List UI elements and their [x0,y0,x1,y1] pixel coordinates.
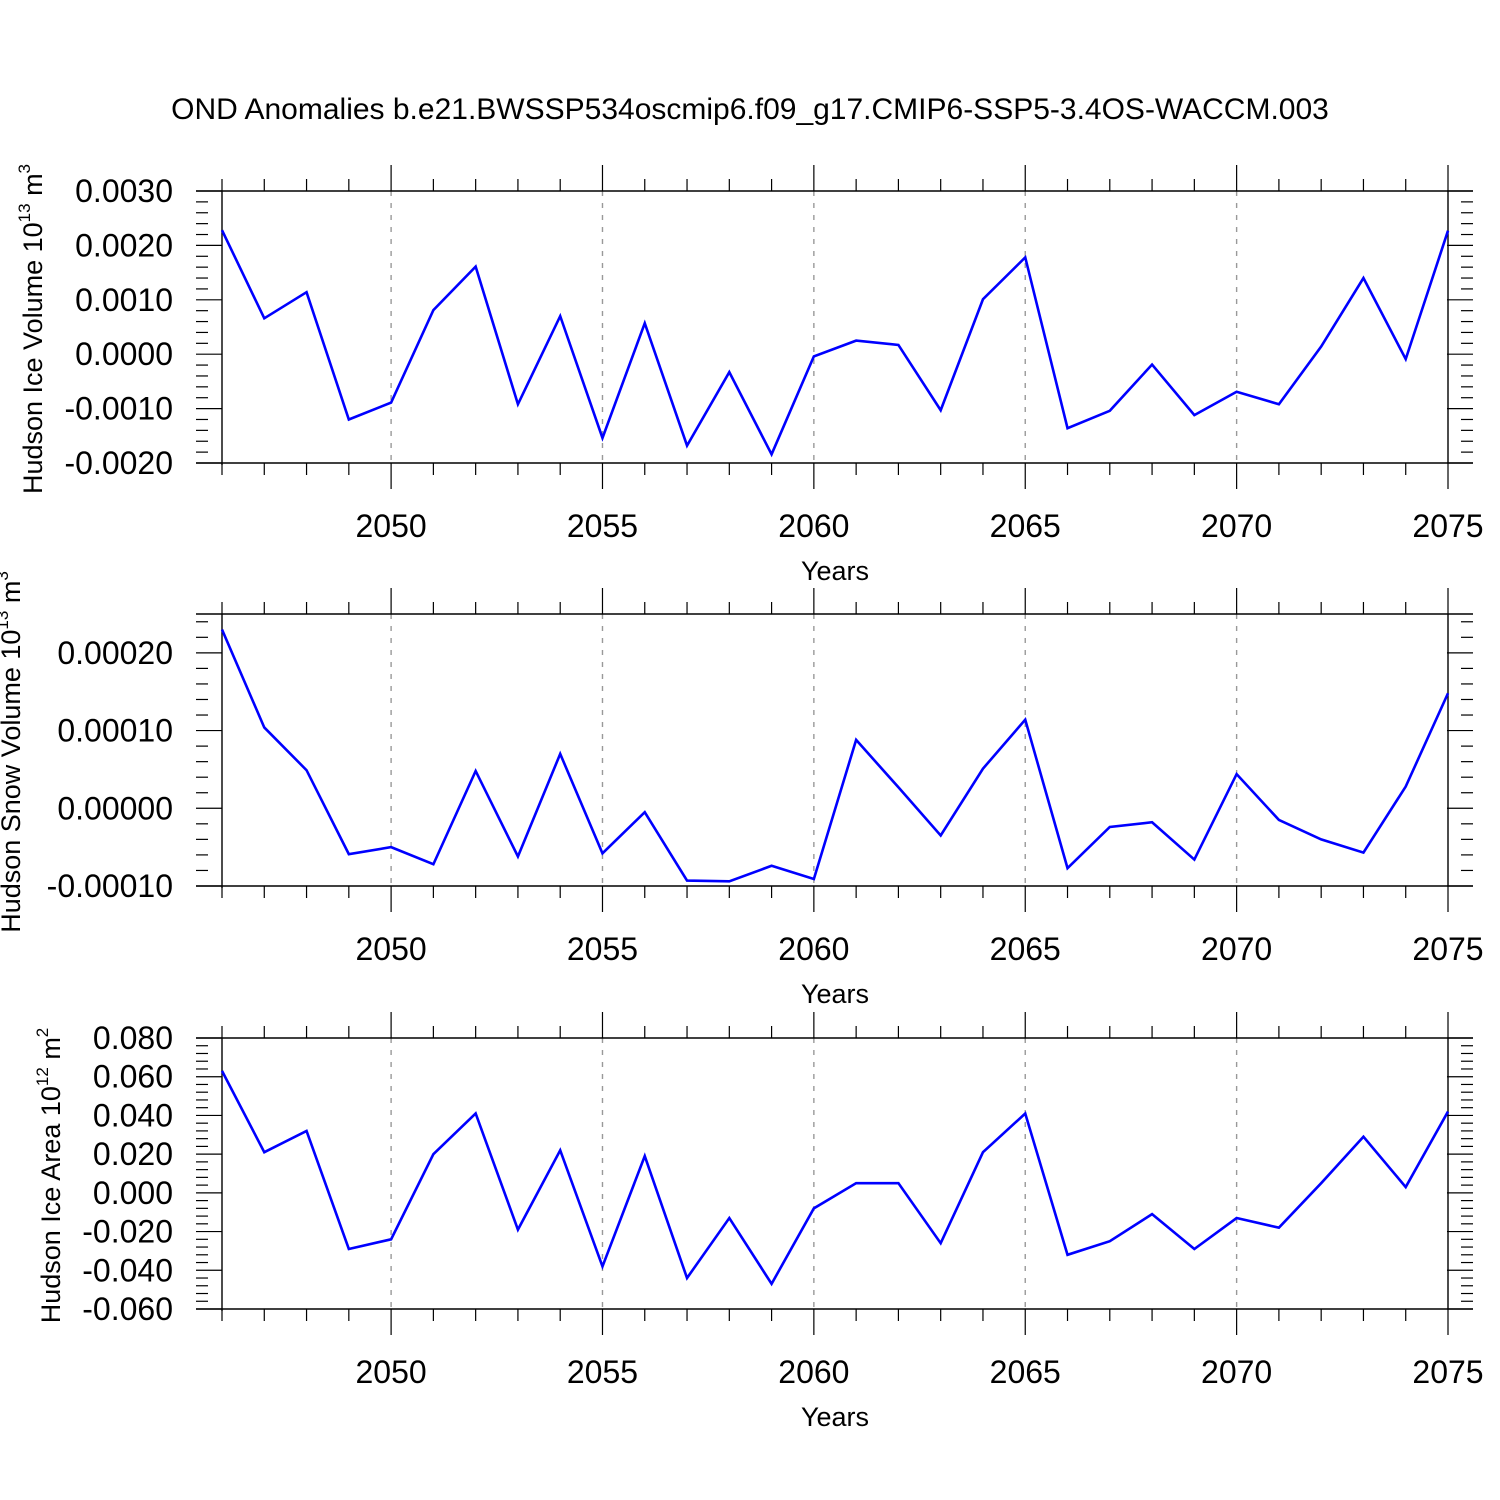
y-axis-label-unit-exponent: 3 [0,571,12,580]
y-axis-label-unit-exponent: 2 [33,1028,52,1037]
y-tick-label: 0.00010 [57,713,173,749]
x-tick-label: 2065 [990,1354,1061,1390]
x-tick-label: 2060 [778,508,849,544]
y-tick-label: -0.060 [82,1291,173,1327]
y-axis-label-unit: m [18,173,48,203]
x-tick-label: 2070 [1201,931,1272,967]
y-tick-label: 0.00020 [57,635,173,671]
x-axis-label: Years [801,1402,869,1432]
series-line [220,229,1450,458]
y-tick-label: 0.0020 [75,227,173,263]
y-tick-label: 0.040 [93,1097,173,1133]
x-tick-label: 2055 [567,508,638,544]
y-tick-label: -0.020 [82,1214,173,1250]
y-axis-label-main: Hudson Ice Area 10 [36,1086,66,1323]
y-tick-label: -0.00010 [47,868,173,904]
panel-2: 2050 2055 2060 2065 2070 2075 -0.00010 0.00000 0… [0,571,1484,1009]
x-tick-label: 2055 [567,1354,638,1390]
y-axis-label: Hudson Ice Area 1012 m2 [33,1028,66,1324]
y-tick-label: 0.080 [93,1020,173,1056]
y-axis-label-exponent: 13 [15,203,34,222]
y-axis-label-unit-exponent: 3 [15,164,34,173]
x-tick-label: 2050 [356,931,427,967]
panel-1: 2050 2055 2060 2065 2070 2075 -0.0020 -0.0010 0.… [15,164,1484,586]
y-axis-label: Hudson Snow Volume 1013 m3 [0,571,26,933]
x-tick-label: 2050 [356,508,427,544]
x-tick-label: 2060 [778,931,849,967]
x-tick-label: 2055 [567,931,638,967]
y-axis-label-unit: m [36,1037,66,1067]
y-axis-label-exponent: 12 [33,1067,52,1086]
series-line [220,629,1450,883]
y-tick-label: 0.000 [93,1175,173,1211]
figure-title: OND Anomalies b.e21.BWSSP534oscmip6.f09_… [171,93,1329,126]
y-tick-label: -0.0010 [64,391,173,427]
x-tick-label: 2065 [990,508,1061,544]
x-axis-label: Years [801,979,869,1009]
y-axis-label-unit: m [0,581,26,611]
y-tick-label: 0.0010 [75,282,173,318]
y-axis-label-exponent: 13 [0,611,12,630]
y-axis-label: Hudson Ice Volume 1013 m3 [15,164,48,494]
x-tick-label: 2060 [778,1354,849,1390]
y-tick-label: 0.00000 [57,790,173,826]
x-axis-label: Years [801,556,869,586]
y-tick-label: 0.0030 [75,173,173,209]
x-tick-label: 2070 [1201,1354,1272,1390]
x-tick-label: 2070 [1201,508,1272,544]
series-line [220,1070,1450,1287]
panel-3: 2050 2055 2060 2065 2070 2075 -0.060-0.040-0.0… [33,1012,1484,1432]
x-tick-label: 2050 [356,1354,427,1390]
y-tick-label: -0.0020 [64,445,173,481]
y-axis-label-main: Hudson Ice Volume 10 [18,222,48,494]
x-tick-label: 2075 [1412,931,1483,967]
y-tick-label: 0.0000 [75,336,173,372]
y-tick-label: -0.040 [82,1252,173,1288]
x-tick-label: 2075 [1412,1354,1483,1390]
y-tick-label: 0.060 [93,1059,173,1095]
y-axis-label-main: Hudson Snow Volume 10 [0,630,26,933]
x-tick-label: 2065 [990,931,1061,967]
y-tick-label: 0.020 [93,1136,173,1172]
x-tick-label: 2075 [1412,508,1483,544]
